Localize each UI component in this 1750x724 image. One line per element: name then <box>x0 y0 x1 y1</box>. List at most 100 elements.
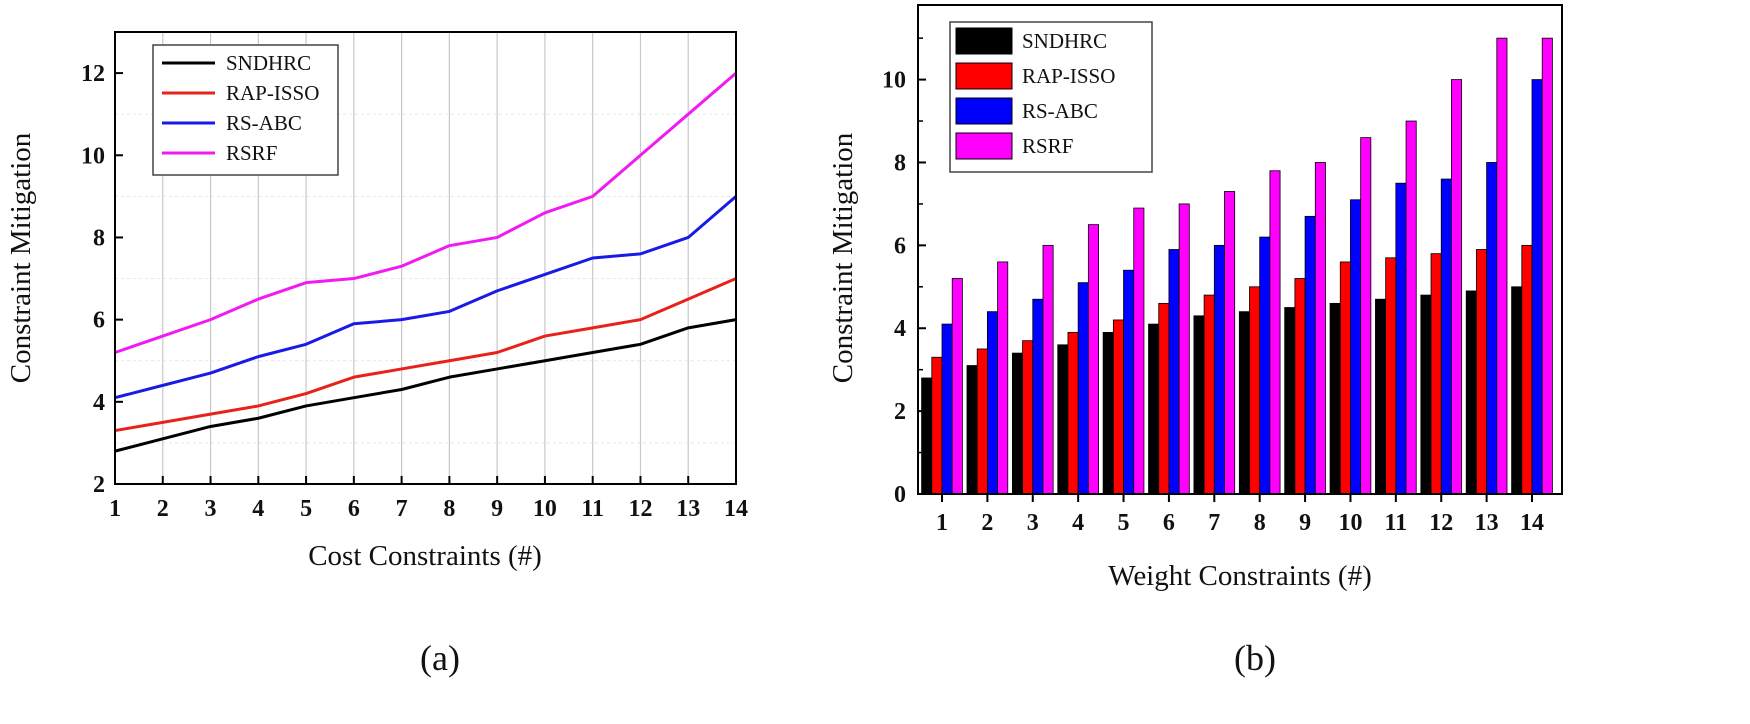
bar-sndhrc <box>1375 298 1387 495</box>
x-ticks: 1 2 3 4 5 6 7 8 9 10 11 12 13 14 <box>936 494 1544 536</box>
legend: SNDHRC RAP-ISSO RS-ABC RSRF <box>949 21 1153 173</box>
legend-box <box>152 44 339 176</box>
legend-label: RSRF <box>226 141 277 165</box>
bar-rs-abc <box>1304 215 1316 495</box>
plot-frame <box>114 31 737 485</box>
bar-rs-abc <box>1123 269 1135 495</box>
x-tick-label: 1 <box>936 510 948 536</box>
y-tick-label: 8 <box>894 150 906 176</box>
y-tick-label: 6 <box>894 233 906 259</box>
y-tick-label: 6 <box>93 308 105 334</box>
series-line-rsrf <box>114 71 737 354</box>
panel-label: (b) <box>1234 638 1276 678</box>
bar-sndhrc <box>1011 352 1023 495</box>
bar-rap-isso <box>931 356 943 495</box>
bar-sndhrc <box>966 365 978 495</box>
x-tick-label: 1 <box>109 496 121 522</box>
x-tick-label: 11 <box>1385 510 1408 536</box>
legend-label: RSRF <box>1022 134 1073 158</box>
bar-rap-isso <box>1339 261 1351 495</box>
bar-rsrf <box>1405 120 1417 495</box>
bar-sndhrc <box>1420 294 1432 495</box>
bar-rap-isso <box>1385 257 1397 495</box>
x-tick-label: 5 <box>300 496 312 522</box>
x-tick-label: 11 <box>581 496 604 522</box>
y-ticks: 0 2 4 6 8 10 <box>882 37 926 508</box>
x-axis-label: Cost Constraints (#) <box>308 540 542 572</box>
bar-rs-abc <box>1486 162 1498 495</box>
legend-swatch-sndhrc <box>955 27 1013 55</box>
x-tick-label: 4 <box>252 496 264 522</box>
legend-label: RAP-ISSO <box>1022 64 1115 88</box>
bar-rs-abc <box>941 323 953 495</box>
bar-rap-isso <box>1249 286 1261 495</box>
series-line-sndhrc <box>114 318 737 453</box>
plot-frame <box>917 4 1563 495</box>
y-tick-label: 2 <box>93 472 105 498</box>
x-tick-label: 7 <box>396 496 408 522</box>
bar-sndhrc <box>1329 302 1341 495</box>
y-tick-label: 12 <box>81 61 105 87</box>
bar-sndhrc <box>1511 286 1523 495</box>
bar-rs-abc <box>1032 298 1044 495</box>
x-tick-label: 12 <box>1429 510 1453 536</box>
y-tick-label: 0 <box>894 482 906 508</box>
bar-rsrf <box>1269 170 1281 495</box>
x-tick-label: 6 <box>348 496 360 522</box>
bar-rap-isso <box>1067 331 1079 495</box>
bar-rsrf <box>1451 79 1463 495</box>
legend: SNDHRC RAP-ISSO RS-ABC RSRF <box>152 44 339 176</box>
grid-lines <box>115 32 736 484</box>
x-axis-label: Weight Constraints (#) <box>1108 560 1371 592</box>
x-tick-label: 3 <box>1027 510 1039 536</box>
bar-rsrf <box>1133 207 1145 495</box>
y-tick-label: 4 <box>93 390 105 416</box>
legend-label: SNDHRC <box>226 51 311 75</box>
x-tick-label: 14 <box>724 496 748 522</box>
bar-rsrf <box>1496 37 1508 495</box>
x-tick-label: 14 <box>1520 510 1544 536</box>
legend-label: RS-ABC <box>1022 99 1098 123</box>
bar-sndhrc <box>1102 331 1114 495</box>
bar-rap-isso <box>1112 319 1124 495</box>
bar-rsrf <box>1541 37 1553 495</box>
x-tick-label: 12 <box>628 496 652 522</box>
x-tick-label: 8 <box>443 496 455 522</box>
legend-label: RS-ABC <box>226 111 302 135</box>
bar-rs-abc <box>1440 178 1452 495</box>
x-tick-label: 9 <box>491 496 503 522</box>
x-tick-label: 6 <box>1163 510 1175 536</box>
y-ticks: 2 4 6 8 10 12 <box>81 61 123 498</box>
x-tick-label: 4 <box>1072 510 1084 536</box>
bar-rs-abc <box>1077 282 1089 495</box>
bar-sndhrc <box>1148 323 1160 495</box>
legend-swatch-rsrf <box>955 132 1013 160</box>
bar-rap-isso <box>1476 249 1488 495</box>
series-line-rap-isso <box>114 277 737 433</box>
x-tick-label: 10 <box>533 496 557 522</box>
y-tick-label: 2 <box>894 399 906 425</box>
x-tick-label: 13 <box>1475 510 1499 536</box>
x-tick-label: 13 <box>676 496 700 522</box>
x-ticks: 1 2 3 4 5 6 7 8 9 10 11 12 13 14 <box>109 476 748 522</box>
bar-rap-isso <box>1294 278 1306 495</box>
x-tick-label: 8 <box>1254 510 1266 536</box>
bar-rsrf <box>1360 137 1372 495</box>
bar-rsrf <box>951 278 963 495</box>
bar-rap-isso <box>1203 294 1215 495</box>
bar-sndhrc <box>1284 307 1296 495</box>
legend-swatch-rap-isso <box>955 62 1013 90</box>
x-tick-label: 7 <box>1208 510 1220 536</box>
bar-rs-abc <box>1350 199 1362 495</box>
series-line-rs-abc <box>114 195 737 400</box>
bar-rap-isso <box>1158 302 1170 495</box>
series-bars <box>921 37 1553 495</box>
legend-swatch-rs-abc <box>955 97 1013 125</box>
y-tick-label: 10 <box>882 68 906 94</box>
bar-sndhrc <box>1465 290 1477 495</box>
bar-rs-abc <box>1168 249 1180 495</box>
bar-rsrf <box>1224 191 1236 495</box>
